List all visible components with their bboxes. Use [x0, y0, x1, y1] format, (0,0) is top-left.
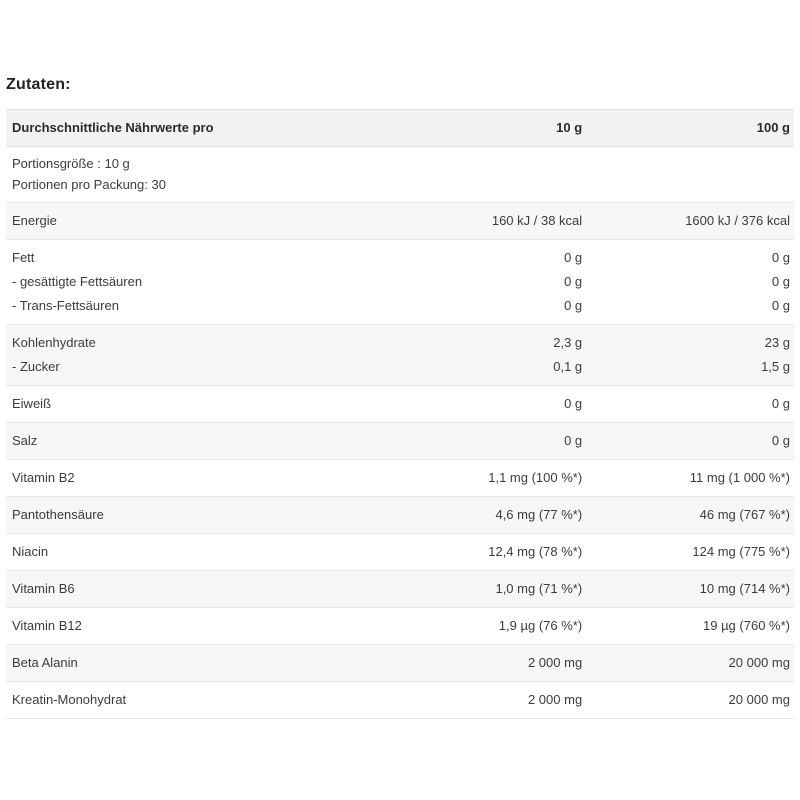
nutrient-label: Vitamin B12 [12, 618, 82, 633]
value-per-10g: 0 g [564, 298, 583, 313]
nutrient-row: - Zucker 0,1 g 1,5 g [6, 355, 794, 379]
value-per-100g: 124 mg (775 %*) [692, 544, 790, 559]
nutrient-row: - Trans-Fettsäuren 0 g 0 g [6, 294, 794, 318]
value-per-10g: 4,6 mg (77 %*) [495, 507, 583, 522]
value-per-100g: 1,5 g [761, 359, 790, 374]
nutrient-section: Salz 0 g 0 g [6, 423, 794, 460]
value-per-10g: 0 g [564, 250, 583, 265]
value-per-100g: 0 g [771, 298, 790, 313]
nutrient-label: Energie [12, 213, 57, 228]
product-nutrition-page: Zutaten: Durchschnittliche Nährwerte pro… [6, 76, 794, 719]
nutrient-row: Kreatin-Monohydrat 2 000 mg 20 000 mg [6, 688, 794, 712]
nutrient-row: Vitamin B12 1,9 µg (76 %*) 19 µg (760 %*) [6, 614, 794, 638]
nutrient-section: Niacin 12,4 mg (78 %*) 124 mg (775 %*) [6, 534, 794, 571]
nutrient-row: Kohlenhydrate 2,3 g 23 g [6, 331, 794, 355]
nutrient-section: Vitamin B6 1,0 mg (71 %*) 10 mg (714 %*) [6, 571, 794, 608]
value-per-10g: 1,9 µg (76 %*) [498, 618, 583, 633]
serving-info-section: Portionsgröße : 10 g Portionen pro Packu… [6, 147, 794, 203]
value-per-100g: 0 g [771, 250, 790, 265]
value-per-10g: 0 g [564, 396, 583, 411]
nutrient-row: Niacin 12,4 mg (78 %*) 124 mg (775 %*) [6, 540, 794, 564]
nutrient-label: - Zucker [12, 359, 60, 374]
nutrient-label: Kreatin-Monohydrat [12, 692, 127, 707]
nutrient-label: - gesättigte Fettsäuren [12, 274, 143, 289]
value-per-10g: 2 000 mg [527, 655, 583, 670]
value-per-10g: 0 g [564, 274, 583, 289]
value-per-100g: 23 g [764, 335, 790, 350]
value-per-10g: 1,0 mg (71 %*) [495, 581, 583, 596]
nutrient-row: Fett 0 g 0 g [6, 246, 794, 270]
value-per-10g: 0,1 g [553, 359, 583, 374]
nutrient-label: Niacin [12, 544, 49, 559]
nutrient-row: - gesättigte Fettsäuren 0 g 0 g [6, 270, 794, 294]
nutrient-row: Salz 0 g 0 g [6, 429, 794, 453]
nutrient-section: Eiweiß 0 g 0 g [6, 386, 794, 423]
nutrient-label: Pantothensäure [12, 507, 104, 522]
nutrient-label: Salz [12, 433, 38, 448]
value-per-100g: 46 mg (767 %*) [699, 507, 790, 522]
value-per-100g: 0 g [771, 274, 790, 289]
serving-size-text: Portionsgröße : 10 g [12, 156, 130, 171]
value-per-100g: 0 g [771, 433, 790, 448]
table-header-row: Durchschnittliche Nährwerte pro 10 g 100… [6, 110, 794, 147]
nutrient-label: Fett [12, 250, 35, 265]
nutrient-label: Beta Alanin [12, 655, 78, 670]
nutrient-row: Vitamin B2 1,1 mg (100 %*) 11 mg (1 000 %*… [6, 466, 794, 490]
nutrient-row: Eiweiß 0 g 0 g [6, 392, 794, 416]
value-per-10g: 2,3 g [553, 335, 583, 350]
table-header-col-10g: 10 g [556, 120, 583, 135]
nutrient-section: Beta Alanin 2 000 mg 20 000 mg [6, 645, 794, 682]
value-per-10g: 160 kJ / 38 kcal [491, 213, 583, 228]
value-per-100g: 0 g [771, 396, 790, 411]
nutrient-section: Energie 160 kJ / 38 kcal 1600 kJ / 376 kca… [6, 203, 794, 240]
value-per-100g: 11 mg (1 000 %*) [689, 470, 790, 485]
nutrient-label: - Trans-Fettsäuren [12, 298, 119, 313]
nutrient-section: Vitamin B2 1,1 mg (100 %*) 11 mg (1 000 %*… [6, 460, 794, 497]
value-per-100g: 20 000 mg [728, 692, 790, 707]
nutrient-section: Pantothensäure 4,6 mg (77 %*) 46 mg (767 %… [6, 497, 794, 534]
nutrient-row: Pantothensäure 4,6 mg (77 %*) 46 mg (767 %… [6, 503, 794, 527]
ingredients-heading: Zutaten: [6, 76, 71, 93]
nutrient-row: Vitamin B6 1,0 mg (71 %*) 10 mg (714 %*) [6, 577, 794, 601]
nutrient-label: Eiweiß [12, 396, 52, 411]
value-per-10g: 12,4 mg (78 %*) [488, 544, 583, 559]
nutrient-section: Kohlenhydrate 2,3 g 23 g - Zucker 0,1 g 1,5 g [6, 325, 794, 386]
value-per-10g: 2 000 mg [527, 692, 583, 707]
value-per-100g: 19 µg (760 %*) [703, 618, 790, 633]
value-per-10g: 0 g [564, 433, 583, 448]
value-per-10g: 1,1 mg (100 %*) [488, 470, 583, 485]
nutrient-label: Kohlenhydrate [12, 335, 96, 350]
nutrient-row: Energie 160 kJ / 38 kcal 1600 kJ / 376 kca… [6, 209, 794, 233]
nutrient-label: Vitamin B6 [12, 581, 75, 596]
nutrient-label: Vitamin B2 [12, 470, 75, 485]
nutrient-section: Kreatin-Monohydrat 2 000 mg 20 000 mg [6, 682, 794, 719]
nutrient-sections: Energie 160 kJ / 38 kcal 1600 kJ / 376 kca… [6, 203, 794, 719]
servings-per-pack-text: Portionen pro Packung: 30 [12, 177, 166, 192]
table-header-label: Durchschnittliche Nährwerte pro [12, 120, 214, 135]
value-per-100g: 20 000 mg [728, 655, 790, 670]
nutrient-row: Beta Alanin 2 000 mg 20 000 mg [6, 651, 794, 675]
nutrition-table: Durchschnittliche Nährwerte pro 10 g 100… [6, 109, 794, 719]
value-per-100g: 1600 kJ / 376 kcal [685, 213, 790, 228]
table-header-col-100g: 100 g [756, 120, 790, 135]
nutrient-section: Vitamin B12 1,9 µg (76 %*) 19 µg (760 %*) [6, 608, 794, 645]
value-per-100g: 10 mg (714 %*) [699, 581, 790, 596]
